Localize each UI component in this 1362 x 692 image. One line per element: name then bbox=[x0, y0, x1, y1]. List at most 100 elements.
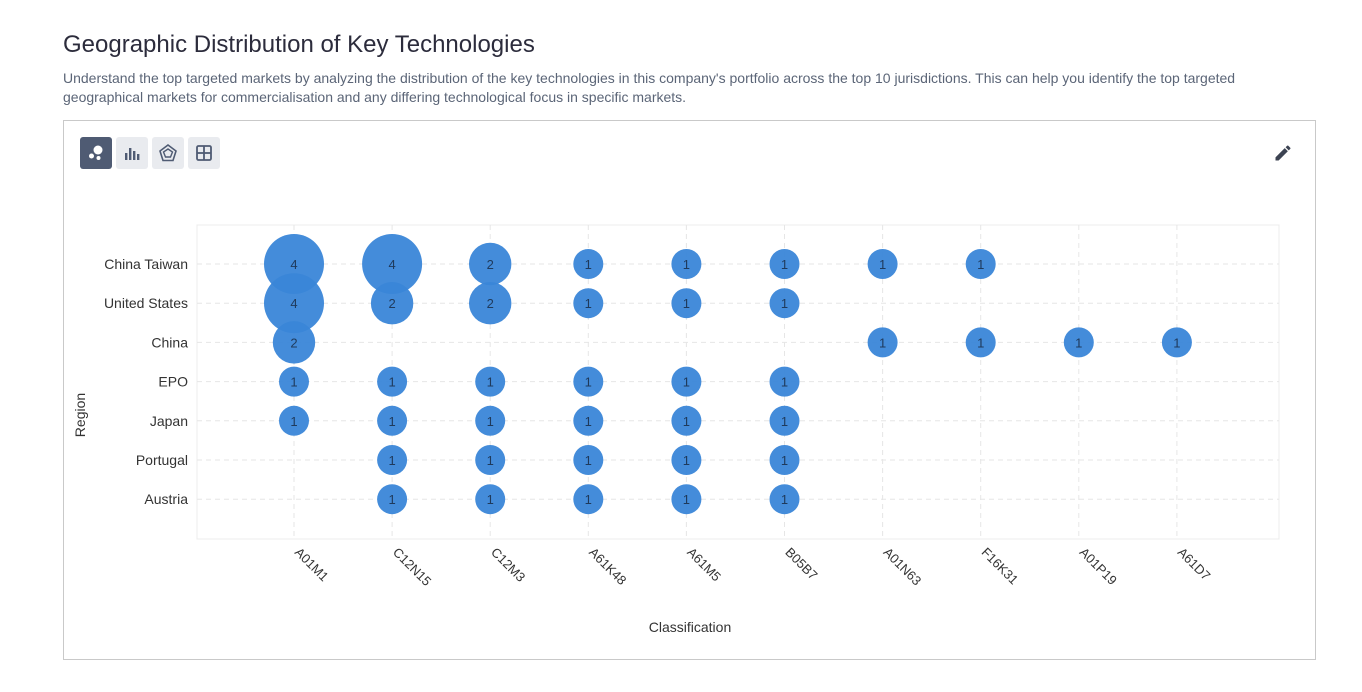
bubble[interactable] bbox=[468, 281, 512, 325]
x-tick-label: C12N15 bbox=[390, 545, 434, 589]
x-tick-label: A61K48 bbox=[586, 545, 629, 588]
bubble-value-label: 2 bbox=[487, 257, 494, 272]
bubble[interactable] bbox=[362, 234, 423, 294]
bubble-value-label: 1 bbox=[290, 375, 297, 390]
bubble[interactable] bbox=[671, 445, 702, 475]
bubble-chart-icon bbox=[89, 145, 103, 160]
bubble[interactable] bbox=[769, 288, 800, 319]
bubble-value-label: 1 bbox=[781, 375, 788, 390]
bubble[interactable] bbox=[1161, 327, 1192, 358]
y-tick-label: EPO bbox=[158, 374, 188, 390]
bubble[interactable] bbox=[1063, 327, 1094, 358]
bubble-value-label: 1 bbox=[487, 453, 494, 468]
bubble-value-label: 1 bbox=[1173, 335, 1180, 350]
bubble-value-label: 1 bbox=[388, 453, 395, 468]
y-tick-label: Portugal bbox=[136, 452, 188, 468]
bubble-value-label: 1 bbox=[487, 414, 494, 429]
bubble[interactable] bbox=[264, 273, 324, 334]
bubble[interactable] bbox=[573, 484, 604, 515]
bubble[interactable] bbox=[671, 249, 702, 279]
bubble-value-label: 1 bbox=[290, 414, 297, 429]
bubble-value-label: 1 bbox=[683, 296, 690, 311]
bubble[interactable] bbox=[475, 405, 506, 436]
page-description: Understand the top targeted markets by a… bbox=[63, 70, 1236, 105]
bubble-value-label: 1 bbox=[781, 296, 788, 311]
chart-view-switcher bbox=[80, 137, 220, 169]
bubble[interactable] bbox=[468, 242, 512, 286]
bubble[interactable] bbox=[475, 445, 506, 475]
bubble[interactable] bbox=[965, 249, 996, 279]
table-view-button[interactable] bbox=[188, 137, 220, 169]
x-tick-label: A01M1 bbox=[292, 545, 332, 585]
bubble-value-label: 1 bbox=[977, 257, 984, 272]
bubble-value-label: 1 bbox=[388, 375, 395, 390]
bubble[interactable] bbox=[671, 405, 702, 436]
x-axis-title: Classification bbox=[649, 619, 731, 635]
bubble-value-label: 1 bbox=[781, 414, 788, 429]
bubble[interactable] bbox=[867, 327, 898, 358]
bubble-value-label: 1 bbox=[585, 257, 592, 272]
radar-view-button[interactable] bbox=[152, 137, 184, 169]
bubble[interactable] bbox=[671, 484, 702, 515]
bubble-value-label: 2 bbox=[388, 296, 395, 311]
bubble[interactable] bbox=[769, 249, 800, 279]
bubble[interactable] bbox=[769, 405, 800, 436]
bubble[interactable] bbox=[272, 321, 316, 364]
bubble[interactable] bbox=[377, 484, 408, 515]
bubble[interactable] bbox=[769, 445, 800, 475]
bubble[interactable] bbox=[279, 405, 309, 436]
bubble-value-label: 1 bbox=[977, 335, 984, 350]
y-tick-label: Austria bbox=[144, 491, 188, 507]
table-grid-icon bbox=[196, 145, 212, 161]
y-tick-label: China bbox=[151, 334, 188, 350]
bubble-value-label: 1 bbox=[487, 375, 494, 390]
bubble[interactable] bbox=[377, 366, 408, 397]
bubble-value-label: 1 bbox=[879, 335, 886, 350]
y-axis-title: Region bbox=[72, 393, 88, 437]
bubble[interactable] bbox=[279, 366, 309, 397]
bubble[interactable] bbox=[769, 366, 800, 397]
bubble[interactable] bbox=[671, 366, 702, 397]
edit-button[interactable] bbox=[1271, 141, 1295, 165]
y-tick-label: China Taiwan bbox=[104, 256, 188, 272]
bubble[interactable] bbox=[370, 281, 414, 325]
bubble-value-label: 1 bbox=[388, 492, 395, 507]
bubble[interactable] bbox=[475, 366, 506, 397]
bubble-value-label: 1 bbox=[585, 414, 592, 429]
bubble[interactable] bbox=[377, 405, 408, 436]
x-tick-label: A61M5 bbox=[684, 545, 724, 585]
bubble-view-button[interactable] bbox=[80, 137, 112, 169]
bubble-value-label: 4 bbox=[290, 296, 297, 311]
bubble-value-label: 1 bbox=[585, 296, 592, 311]
bubble-value-label: 1 bbox=[683, 453, 690, 468]
bar-view-button[interactable] bbox=[116, 137, 148, 169]
bubble-value-label: 1 bbox=[781, 257, 788, 272]
y-tick-label: Japan bbox=[150, 413, 188, 429]
bubble[interactable] bbox=[671, 288, 702, 319]
x-tick-label: A01N63 bbox=[880, 545, 924, 589]
y-tick-label: United States bbox=[104, 295, 188, 311]
bubble[interactable] bbox=[573, 288, 604, 319]
bubble[interactable] bbox=[769, 484, 800, 515]
chart-card: China Taiwan United States China EPO Japan Po… bbox=[63, 120, 1316, 660]
bubble-value-label: 1 bbox=[585, 492, 592, 507]
bubble-value-label: 4 bbox=[290, 257, 297, 272]
x-tick-label: A01P19 bbox=[1077, 545, 1120, 588]
bubble[interactable] bbox=[573, 249, 604, 279]
bubble[interactable] bbox=[867, 249, 898, 279]
bubble-value-label: 1 bbox=[683, 375, 690, 390]
bubble-value-label: 1 bbox=[683, 492, 690, 507]
bubble[interactable] bbox=[573, 366, 604, 397]
bubble-chart: China Taiwan United States China EPO Japan Po… bbox=[72, 224, 1280, 635]
bubble-value-label: 1 bbox=[683, 257, 690, 272]
bubble-value-label: 1 bbox=[585, 453, 592, 468]
bubble[interactable] bbox=[965, 327, 996, 358]
bubble-value-label: 1 bbox=[388, 414, 395, 429]
bubble-value-label: 1 bbox=[781, 453, 788, 468]
bubble[interactable] bbox=[377, 445, 408, 475]
bubble[interactable] bbox=[475, 484, 506, 515]
bubble-value-label: 2 bbox=[290, 335, 297, 350]
bubble[interactable] bbox=[573, 445, 604, 475]
bubble[interactable] bbox=[573, 405, 604, 436]
bubble-value-label: 1 bbox=[585, 375, 592, 390]
